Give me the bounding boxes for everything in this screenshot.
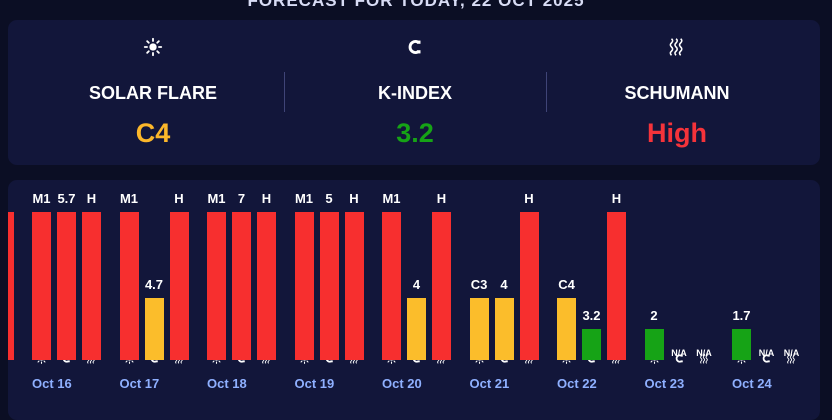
- date-label: Oct 18: [207, 376, 247, 391]
- icon-magnet: [404, 36, 426, 58]
- bar: [557, 298, 576, 360]
- summary-label: SOLAR FLARE: [89, 83, 217, 103]
- bar-label: H: [611, 191, 622, 206]
- icon-graphic: [143, 37, 163, 57]
- bar: [319, 212, 339, 360]
- icon-graphic: [408, 40, 421, 54]
- icon-graphic: [762, 354, 770, 363]
- bar-label: N/A: [671, 348, 687, 358]
- summary-value: 3.2: [396, 118, 434, 148]
- bar: [207, 212, 226, 360]
- bar: [344, 212, 364, 360]
- bar: [407, 298, 426, 360]
- icon-waves: [666, 36, 688, 58]
- bar-label: 2: [650, 308, 658, 323]
- bar-label: H: [8, 191, 19, 206]
- bar-label: 5: [325, 191, 333, 206]
- bar-label: 4: [500, 277, 508, 292]
- icon-waves: [785, 352, 798, 365]
- page: FORECAST FOR TODAY, 22 OCT 2025 SOLAR FL…: [8, 0, 820, 420]
- icon-magnet: [673, 352, 686, 365]
- icon-sun: [142, 36, 164, 58]
- bar-label: N/A: [783, 348, 800, 358]
- summary-item: SOLAR FLARE C4: [22, 20, 284, 165]
- bar: [232, 212, 251, 360]
- date-label: Oct 17: [119, 376, 160, 391]
- bar: [494, 298, 514, 360]
- summary-item: K-INDEX 3.2: [284, 20, 546, 165]
- date-label: Oct 19: [294, 376, 335, 391]
- date-label: Oct 21: [469, 376, 510, 391]
- bar: [432, 212, 451, 360]
- bar: [382, 212, 401, 360]
- bar-label: 7: [237, 191, 246, 206]
- bar-label: 5.7: [57, 191, 76, 206]
- bar-label: H: [349, 191, 359, 206]
- bar-label: H: [174, 191, 184, 206]
- bar-label: M1: [32, 191, 51, 206]
- summary-label: SCHUMANN: [624, 83, 730, 103]
- icon-graphic: [669, 38, 683, 56]
- icon-graphic: [675, 354, 683, 363]
- bar: [144, 298, 164, 360]
- divider: [284, 72, 285, 112]
- icon-waves: [698, 352, 711, 365]
- bar: [257, 212, 276, 360]
- bar: [294, 212, 314, 360]
- date-label: Oct 16: [32, 376, 72, 391]
- summary-label: K-INDEX: [377, 83, 452, 103]
- summary-value: High: [647, 118, 707, 148]
- bar: [32, 212, 51, 360]
- bar-label: 3.2: [582, 308, 601, 323]
- bar: [8, 212, 14, 360]
- bar-label: 4: [412, 277, 421, 292]
- bar-label: H: [261, 191, 272, 206]
- bar: [644, 329, 664, 360]
- bar-label: M1: [382, 191, 401, 206]
- bar-label: N/A: [696, 348, 712, 358]
- date-label: Oct 22: [557, 376, 597, 391]
- page-title: FORECAST FOR TODAY, 22 OCT 2025: [247, 0, 585, 10]
- bar-label: M1: [119, 191, 139, 206]
- bar: [469, 298, 489, 360]
- bar-label: H: [524, 191, 534, 206]
- date-label: Oct 24: [732, 376, 772, 391]
- summary-value: C4: [135, 118, 171, 148]
- summary-item: SCHUMANN High: [546, 20, 808, 165]
- bar-label: M1: [207, 191, 226, 206]
- bar-label: M1: [294, 191, 314, 206]
- bar-label: H: [436, 191, 447, 206]
- divider: [546, 72, 547, 112]
- bar: [169, 212, 189, 360]
- bar: [607, 212, 626, 360]
- bar-label: C4: [558, 277, 575, 292]
- bar: [119, 212, 139, 360]
- bar: [519, 212, 539, 360]
- icon-graphic: [787, 353, 795, 364]
- bar-label: H: [86, 191, 97, 206]
- bar-label: N/A: [758, 348, 775, 358]
- bar: [82, 212, 101, 360]
- bar-label: C3: [470, 277, 488, 292]
- date-label: Oct 23: [644, 376, 685, 391]
- bar: [57, 212, 76, 360]
- icon-graphic: [699, 353, 708, 364]
- bar-label: 1.7: [732, 308, 751, 323]
- date-label: Oct 20: [382, 376, 422, 391]
- bar-label: 4.7: [144, 277, 164, 292]
- icon-magnet: [760, 352, 773, 365]
- summary-card: SOLAR FLARE C4 K-INDEX 3.2 SCHUMANN High: [8, 20, 820, 165]
- bar: [732, 329, 751, 360]
- bar: [582, 329, 601, 360]
